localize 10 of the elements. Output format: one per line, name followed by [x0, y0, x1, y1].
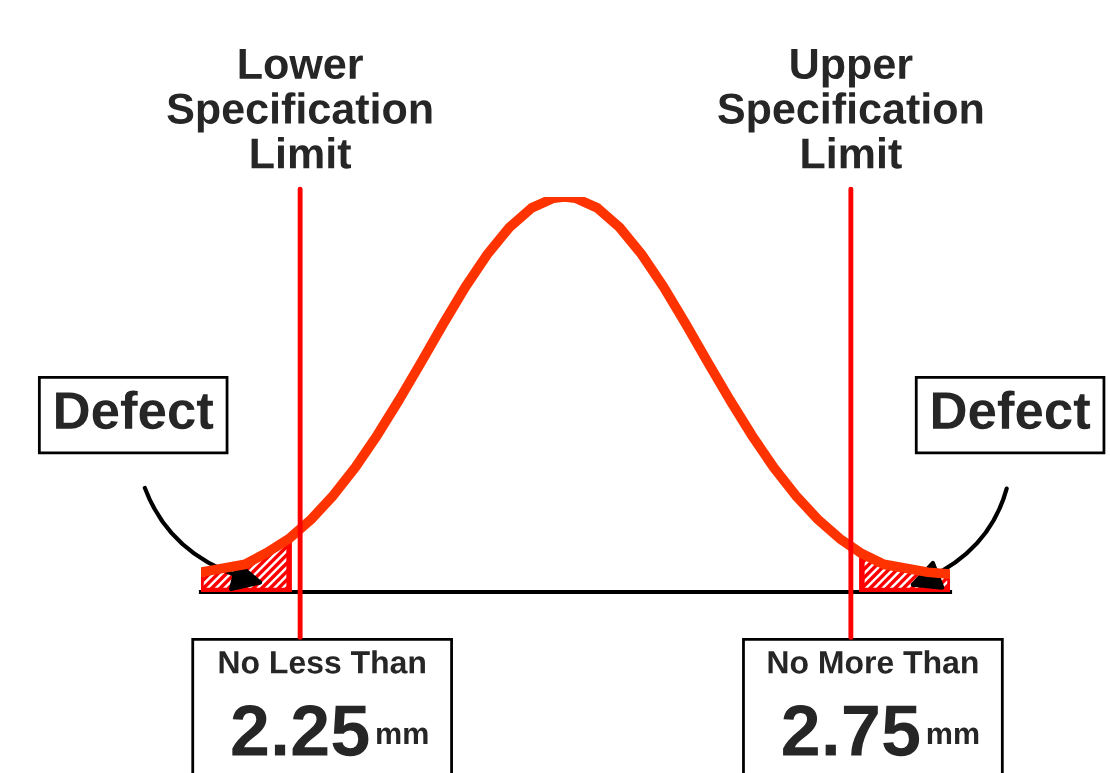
- text: No Less Than: [219, 650, 425, 674]
- annotation: Defect: [932, 390, 1091, 430]
- annotation: Defect: [56, 390, 214, 430]
- text: mm: [927, 727, 979, 745]
- text: No More Than: [768, 650, 978, 674]
- ref-line-label: Lower Specification Limit: [167, 49, 432, 169]
- x-axis-title: mm: [377, 727, 428, 745]
- x-tick-label: 2.25: [232, 705, 369, 757]
- ref-line-label: Upper Specification Limit: [718, 49, 983, 169]
- x-tick-label: 2.75: [783, 705, 920, 757]
